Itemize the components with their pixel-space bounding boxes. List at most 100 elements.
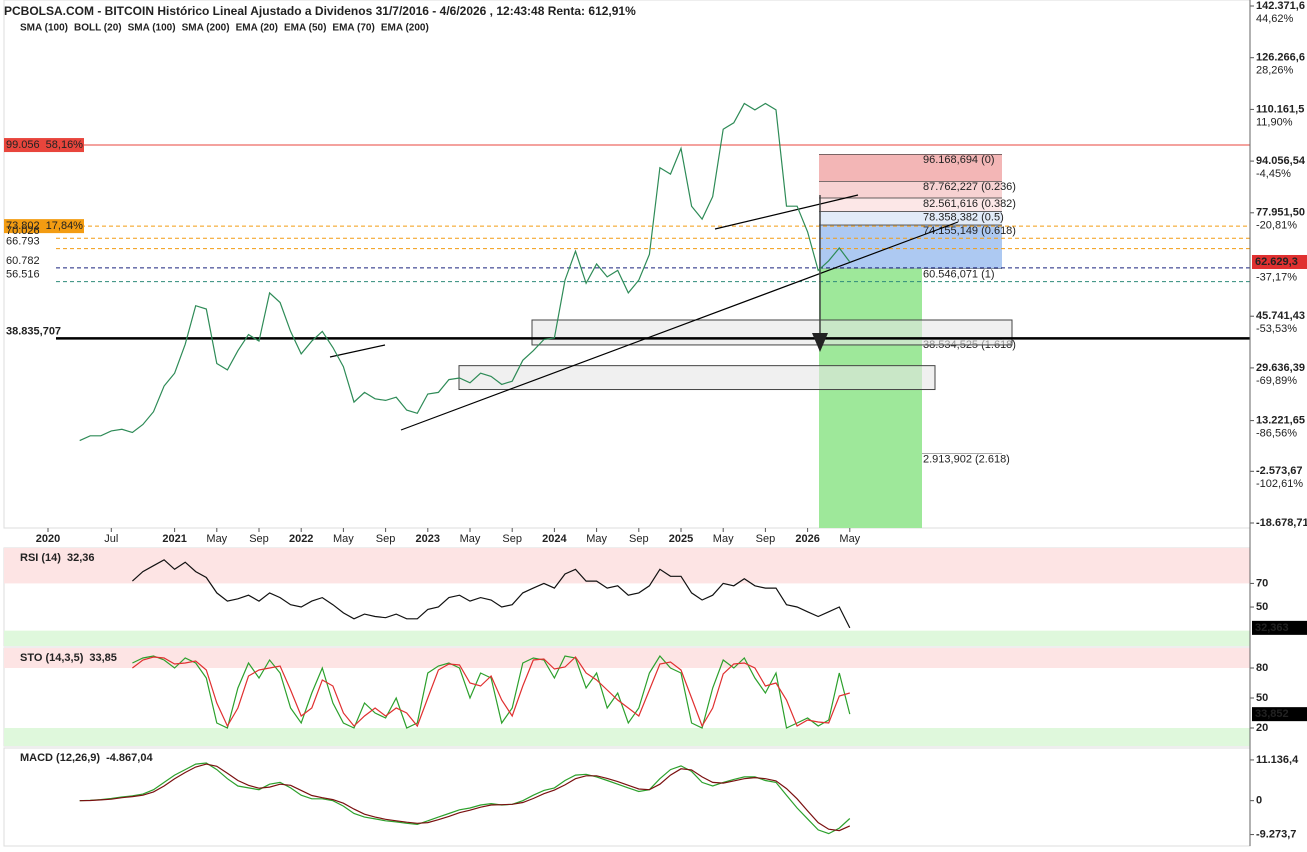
fib-label: 82.561,616 (0.382) bbox=[923, 198, 1016, 210]
x-tick-label: May bbox=[586, 533, 607, 545]
legend-entry: EMA (50) bbox=[284, 23, 326, 34]
x-tick-label: May bbox=[333, 533, 354, 545]
y-tick-label: 45.741,43 bbox=[1256, 310, 1305, 322]
fib-zone bbox=[819, 211, 1002, 225]
x-tick-label: Jul bbox=[104, 533, 118, 545]
series-line bbox=[132, 654, 851, 729]
projection-area bbox=[819, 268, 922, 528]
support-zone bbox=[531, 319, 1013, 346]
trend-line bbox=[400, 221, 959, 431]
legend-entry: SMA (100) bbox=[20, 23, 68, 34]
fib-label: 96.168,694 (0) bbox=[923, 154, 995, 166]
fib-label: 74.155,149 (0.618) bbox=[923, 225, 1016, 237]
current-tag bbox=[1252, 620, 1307, 635]
pct-label: -102,61% bbox=[1256, 478, 1303, 490]
legend-entry: EMA (20) bbox=[236, 23, 278, 34]
x-tick-label: 2024 bbox=[542, 533, 567, 545]
y-tick-label: 77.951,50 bbox=[1256, 207, 1305, 219]
y-tick-label: -18.678,71 bbox=[1256, 517, 1307, 529]
pct-label: 11,90% bbox=[1256, 116, 1293, 128]
fib-label: 2.913,902 (2.618) bbox=[923, 454, 1010, 466]
x-tick-label: 2026 bbox=[795, 533, 819, 545]
y-tick-label: 80 bbox=[1256, 662, 1268, 674]
x-tick-label: May bbox=[713, 533, 734, 545]
current-tag-label: 62.629,3 bbox=[1255, 256, 1298, 268]
level-label: 73.802 bbox=[6, 220, 40, 232]
x-tick-label: May bbox=[839, 533, 860, 545]
legend-entry: EMA (200) bbox=[381, 23, 429, 34]
x-tick-label: 2023 bbox=[416, 533, 440, 545]
pct-label: -53,53% bbox=[1256, 323, 1297, 335]
level-label: 66.793 bbox=[6, 236, 40, 248]
chart-title: PCBOLSA.COM - BITCOIN Histórico Lineal A… bbox=[4, 4, 636, 18]
zone-band bbox=[4, 548, 1250, 584]
y-tick-label: 13.221,65 bbox=[1256, 415, 1305, 427]
level-box bbox=[4, 219, 84, 234]
y-tick-label: 50 bbox=[1256, 692, 1268, 704]
indicator-value: 33,85 bbox=[89, 652, 117, 664]
level-pct: 17,84% bbox=[46, 220, 84, 232]
legend-entry: BOLL (20) bbox=[74, 23, 122, 34]
pct-label: -4,45% bbox=[1256, 168, 1291, 180]
fib-label: 60.546,071 (1) bbox=[923, 269, 995, 281]
pct-label: -37,17% bbox=[1256, 271, 1297, 283]
zone-band bbox=[4, 648, 1250, 668]
y-tick-label: 70 bbox=[1256, 577, 1268, 589]
y-tick-label: 20 bbox=[1256, 722, 1268, 734]
zone-band bbox=[4, 728, 1250, 746]
level-box bbox=[4, 138, 84, 153]
y-tick-label: 94.056,54 bbox=[1256, 155, 1306, 167]
indicator-title: STO (14,3,5) bbox=[20, 652, 84, 664]
x-tick-label: Sep bbox=[756, 533, 776, 545]
pct-label: -86,56% bbox=[1256, 428, 1297, 440]
series-line bbox=[79, 763, 851, 832]
indicator-title: MACD (12,26,9) bbox=[20, 752, 100, 764]
fib-zone bbox=[819, 181, 1002, 199]
y-tick-label: 29.636,39 bbox=[1256, 362, 1305, 374]
fib-zone bbox=[819, 154, 1002, 182]
x-tick-label: 2025 bbox=[669, 533, 693, 545]
y-tick-label: -2.573,67 bbox=[1256, 465, 1302, 477]
y-tick-label: 126.266,6 bbox=[1256, 52, 1305, 64]
x-tick-label: May bbox=[206, 533, 227, 545]
trend-line bbox=[329, 344, 386, 358]
indicator-value: 32,36 bbox=[67, 552, 95, 564]
indicator-value: -4.867,04 bbox=[106, 752, 153, 764]
y-tick-label: 0 bbox=[1256, 795, 1262, 807]
series-line bbox=[131, 559, 851, 629]
level-label: 60.782 bbox=[6, 255, 40, 267]
x-tick-label: May bbox=[460, 533, 481, 545]
level-label: 70.026 bbox=[6, 225, 40, 237]
fib-label: 87.762,227 (0.236) bbox=[923, 181, 1016, 193]
legend-entry: EMA (70) bbox=[332, 23, 374, 34]
pct-label: -20,81% bbox=[1256, 220, 1297, 232]
level-label: 38.835,707 bbox=[6, 325, 61, 337]
fib-zone bbox=[819, 198, 1002, 212]
y-tick-label: 110.161,5 bbox=[1256, 103, 1304, 115]
zone-band bbox=[4, 630, 1250, 646]
fib-label: 78.358,382 (0.5) bbox=[923, 211, 1004, 223]
trend-line bbox=[714, 194, 859, 230]
legend-entry: SMA (200) bbox=[182, 23, 230, 34]
x-tick-label: 2021 bbox=[162, 533, 186, 545]
target-arrow-head bbox=[812, 333, 828, 352]
indicator-title: RSI (14) bbox=[20, 552, 61, 564]
x-tick-label: 2022 bbox=[289, 533, 313, 545]
pct-label: 44,62% bbox=[1256, 13, 1294, 25]
series-line bbox=[132, 656, 850, 728]
pct-label: 28,26% bbox=[1256, 65, 1294, 77]
x-tick-label: 2020 bbox=[36, 533, 60, 545]
level-label: 56.516 bbox=[6, 269, 40, 281]
legend-entry: SMA (100) bbox=[128, 23, 176, 34]
x-tick-label: Sep bbox=[249, 533, 269, 545]
current-tag bbox=[1252, 707, 1307, 722]
level-label: 99.056 bbox=[6, 139, 40, 151]
y-tick-label: 142.371,6 bbox=[1256, 0, 1305, 12]
y-tick-label: 11.136,4 bbox=[1256, 754, 1299, 766]
pct-label: -69,89% bbox=[1256, 375, 1297, 387]
y-tick-label: 50 bbox=[1256, 601, 1268, 613]
x-tick-label: Sep bbox=[629, 533, 649, 545]
y-tick-label: -9.273,7 bbox=[1256, 828, 1296, 840]
